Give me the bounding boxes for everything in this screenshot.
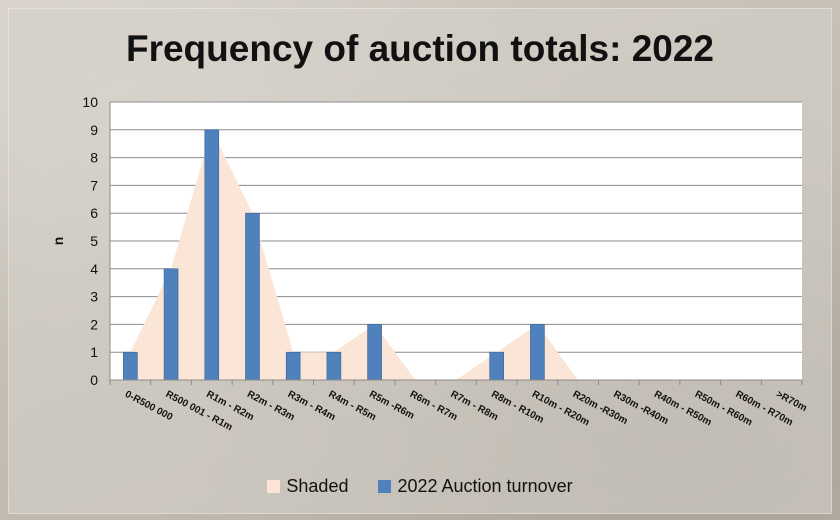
bar bbox=[245, 212, 260, 381]
bar bbox=[204, 129, 220, 381]
y-tick-label: 2 bbox=[90, 316, 98, 332]
y-tick-label: 0 bbox=[90, 372, 98, 388]
y-tick-label: 3 bbox=[90, 289, 98, 305]
legend-item-shaded: Shaded bbox=[267, 476, 348, 497]
bar bbox=[123, 351, 138, 381]
y-tick-label: 7 bbox=[90, 177, 98, 193]
legend: Shaded 2022 Auction turnover bbox=[0, 476, 840, 497]
y-axis-title: n bbox=[50, 237, 66, 246]
shaded-area-series bbox=[130, 129, 782, 380]
chart-title: Frequency of auction totals: 2022 bbox=[125, 28, 715, 69]
bar bbox=[530, 324, 545, 381]
bar bbox=[285, 351, 301, 381]
legend-label-auction-turnover: 2022 Auction turnover bbox=[397, 476, 573, 496]
y-tick-label: 9 bbox=[90, 122, 98, 138]
y-tick-label: 10 bbox=[82, 94, 98, 110]
y-tick-label: 6 bbox=[90, 205, 98, 221]
y-tick-label: 8 bbox=[90, 150, 98, 166]
bar bbox=[326, 351, 342, 381]
bar bbox=[367, 324, 382, 381]
bar bbox=[489, 351, 505, 381]
legend-item-auction-turnover: 2022 Auction turnover bbox=[378, 476, 573, 497]
bar bbox=[163, 268, 179, 381]
y-tick-label: 4 bbox=[90, 261, 98, 277]
legend-label-shaded: Shaded bbox=[286, 476, 349, 496]
legend-swatch-auction-turnover bbox=[378, 480, 392, 493]
legend-swatch-shaded bbox=[267, 480, 281, 493]
y-tick-label: 1 bbox=[90, 344, 98, 360]
y-tick-label: 5 bbox=[90, 233, 98, 249]
